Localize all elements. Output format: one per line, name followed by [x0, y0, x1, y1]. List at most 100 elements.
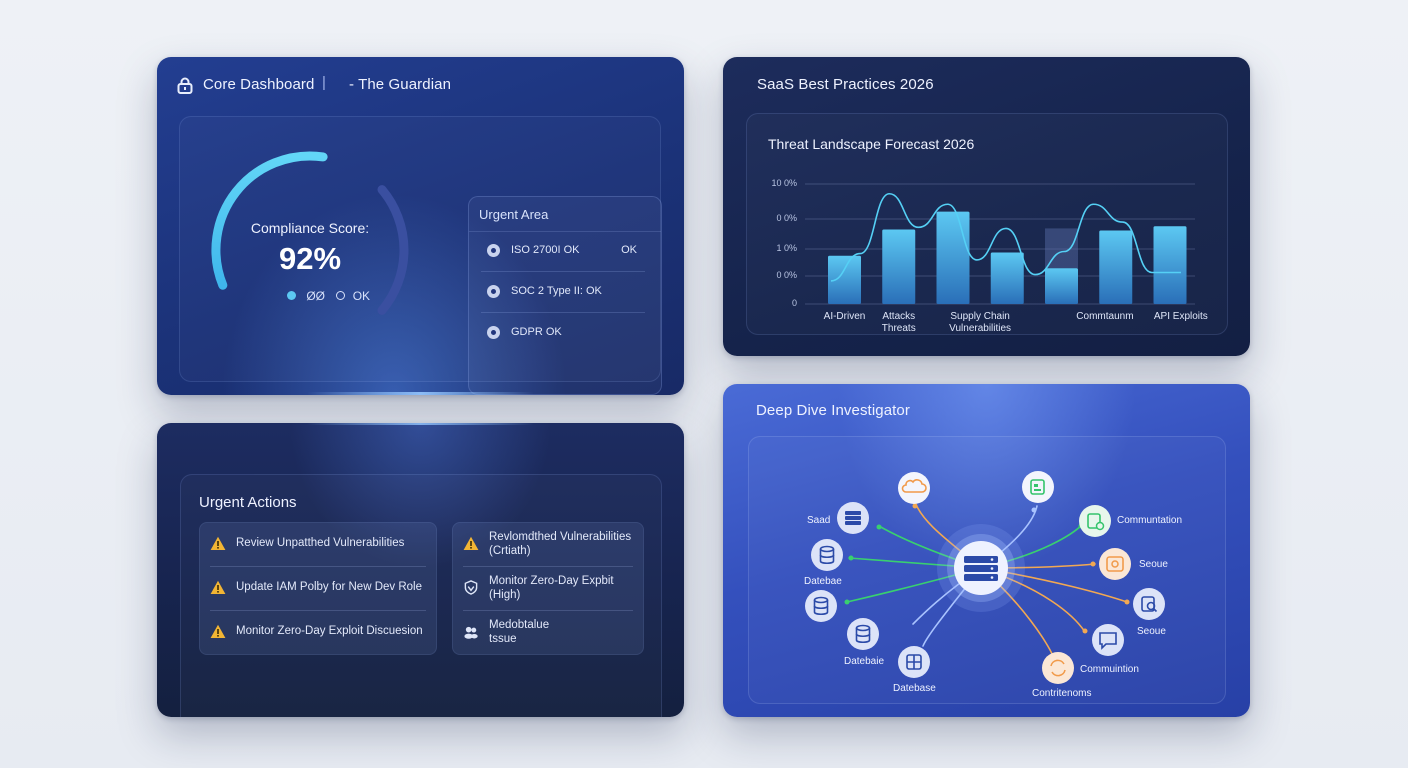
node-label-database: Datebase	[893, 683, 936, 694]
actions-list-left: Review Unpatthed Vulnerabilities Update …	[199, 522, 437, 655]
node-saas[interactable]	[837, 502, 869, 534]
y-tick-label: 1 0%	[776, 243, 797, 253]
action-item[interactable]: Medobtalue tssue	[453, 611, 643, 654]
action-text: Medobtalue tssue	[489, 619, 550, 645]
divider	[481, 312, 645, 313]
server-icon	[964, 556, 998, 581]
lock-icon	[177, 77, 193, 94]
edge-endpoints	[844, 503, 1130, 634]
warning-icon	[210, 580, 226, 594]
bar	[1153, 226, 1187, 304]
node-label-secure: Seoue	[1139, 559, 1168, 570]
x-category-label: Commtaunm	[1076, 311, 1134, 322]
action-item[interactable]: Update IAM Polby for New Dev Role	[200, 567, 436, 610]
card-title: Core Dashboard	[203, 76, 315, 93]
status-icon	[487, 285, 500, 298]
action-item[interactable]: Revlomdthed Vulnerabilities (Crtiath)	[453, 523, 643, 566]
node-label-database: Datebaie	[844, 656, 885, 667]
urgent-item-label: SOC 2 Type II: OK	[511, 285, 602, 297]
warning-icon	[210, 624, 226, 638]
secure-box-icon	[1106, 556, 1124, 572]
x-category-label: AI-Driven	[823, 311, 866, 322]
urgent-area-title: Urgent Area	[479, 207, 549, 222]
node-label-contributions: Contritenoms	[1032, 688, 1092, 699]
node-secure-1[interactable]	[1099, 548, 1131, 580]
urgent-item-status: OK	[621, 244, 637, 256]
endpoint-dot	[912, 503, 918, 509]
action-text: Revlomdthed Vulnerabilities (Crtiath)	[489, 531, 632, 557]
action-item[interactable]: Monitor Zero-Day Expbit (High)	[453, 567, 643, 610]
bar	[936, 211, 970, 304]
x-category-label: Supply Chain Vulnerabilities	[949, 311, 1012, 334]
urgent-item-label: GDPR OK	[511, 326, 562, 338]
warning-icon	[210, 536, 226, 550]
node-cloud[interactable]	[898, 472, 930, 504]
node-database-1[interactable]	[811, 539, 843, 571]
node-database-3[interactable]	[847, 618, 879, 650]
endpoint-dot	[844, 599, 850, 605]
y-tick-label: 0 0%	[776, 270, 797, 280]
node-database-4[interactable]	[898, 646, 930, 678]
node-database-2[interactable]	[805, 590, 837, 622]
chat-icon	[1099, 632, 1117, 650]
gauge-fill	[211, 151, 328, 290]
node-label-database: Datebae	[804, 576, 842, 587]
database-icon	[813, 596, 829, 616]
central-server-node[interactable]	[937, 524, 1025, 612]
users-icon	[464, 626, 478, 639]
database-icon	[819, 545, 835, 565]
legend-dot-icon	[287, 291, 296, 300]
warning-icon	[463, 536, 479, 550]
y-tick-label: 0 0%	[776, 213, 797, 223]
divider	[210, 610, 426, 611]
actions-list-right: Revlomdthed Vulnerabilities (Crtiath) Mo…	[452, 522, 644, 655]
bar	[990, 252, 1024, 304]
saas-best-practices-card: SaaS Best Practices 2026 Threat Landscap…	[723, 57, 1250, 356]
bar	[882, 229, 916, 304]
chart-canvas	[805, 183, 1195, 305]
x-category-label: API Exploits	[1153, 311, 1208, 322]
endpoint-dot	[848, 555, 854, 561]
actions-inner-panel: Urgent Actions Review Unpatthed Vulnerab…	[180, 474, 662, 717]
bar	[1099, 230, 1133, 304]
urgent-area-header: Urgent Area	[469, 197, 661, 232]
action-text: Review Unpatthed Vulnerabilities	[236, 537, 405, 549]
urgent-item-iso[interactable]: ISO 2700I OK OK	[481, 231, 645, 271]
node-chat[interactable]	[1092, 624, 1124, 656]
node-contributions[interactable]	[1042, 652, 1074, 684]
search-doc-icon	[1141, 596, 1158, 613]
chart-panel: Threat Landscape Forecast 2026 10 0% 0 0%…	[746, 113, 1228, 335]
endpoint-dot	[1124, 599, 1130, 605]
y-tick-label: 0	[791, 298, 797, 308]
action-item[interactable]: Review Unpatthed Vulnerabilities	[200, 523, 436, 566]
y-tick-label: 10 0%	[771, 178, 797, 188]
chart-title: Threat Landscape Forecast 2026	[768, 136, 975, 152]
x-category-label: Attacks Threats	[881, 311, 916, 334]
urgent-item-soc2[interactable]: SOC 2 Type II: OK	[481, 272, 645, 312]
grid-database-icon	[906, 654, 922, 670]
core-inner-panel: Compliance Score: 92% ØØ OK Urgent Area …	[179, 116, 662, 395]
node-secure-2[interactable]	[1133, 588, 1165, 620]
legend-status-icon	[336, 291, 346, 300]
divider	[481, 271, 645, 272]
gauge-track	[377, 185, 409, 315]
status-icon	[487, 326, 500, 339]
action-item[interactable]: Monitor Zero-Day Exploit Discuesion	[200, 611, 436, 654]
divider	[463, 566, 633, 567]
card-title: SaaS Best Practices 2026	[757, 76, 934, 93]
node-communication[interactable]	[1079, 505, 1111, 537]
node-app-green[interactable]	[1022, 471, 1054, 503]
deep-dive-investigator-card: Deep Dive Investigator	[723, 384, 1250, 717]
legend-status: OK	[352, 289, 371, 303]
urgent-item-gdpr[interactable]: GDPR OK	[481, 313, 645, 353]
document-check-icon	[1087, 513, 1101, 529]
title-separator: |	[322, 74, 326, 91]
node-label-communication: Commuintion	[1080, 664, 1139, 675]
status-icon	[487, 244, 500, 257]
sync-icon	[1050, 659, 1066, 677]
threat-forecast-chart: 10 0% 0 0% 1 0% 0 0% 0 AI-Driven Attacks Threa…	[747, 114, 1227, 334]
core-dashboard-card: Core Dashboard | - The Guardian Complian…	[157, 57, 684, 395]
bar	[828, 255, 861, 304]
endpoint-dot	[1082, 628, 1088, 634]
urgent-actions-title: Urgent Actions	[199, 494, 297, 511]
